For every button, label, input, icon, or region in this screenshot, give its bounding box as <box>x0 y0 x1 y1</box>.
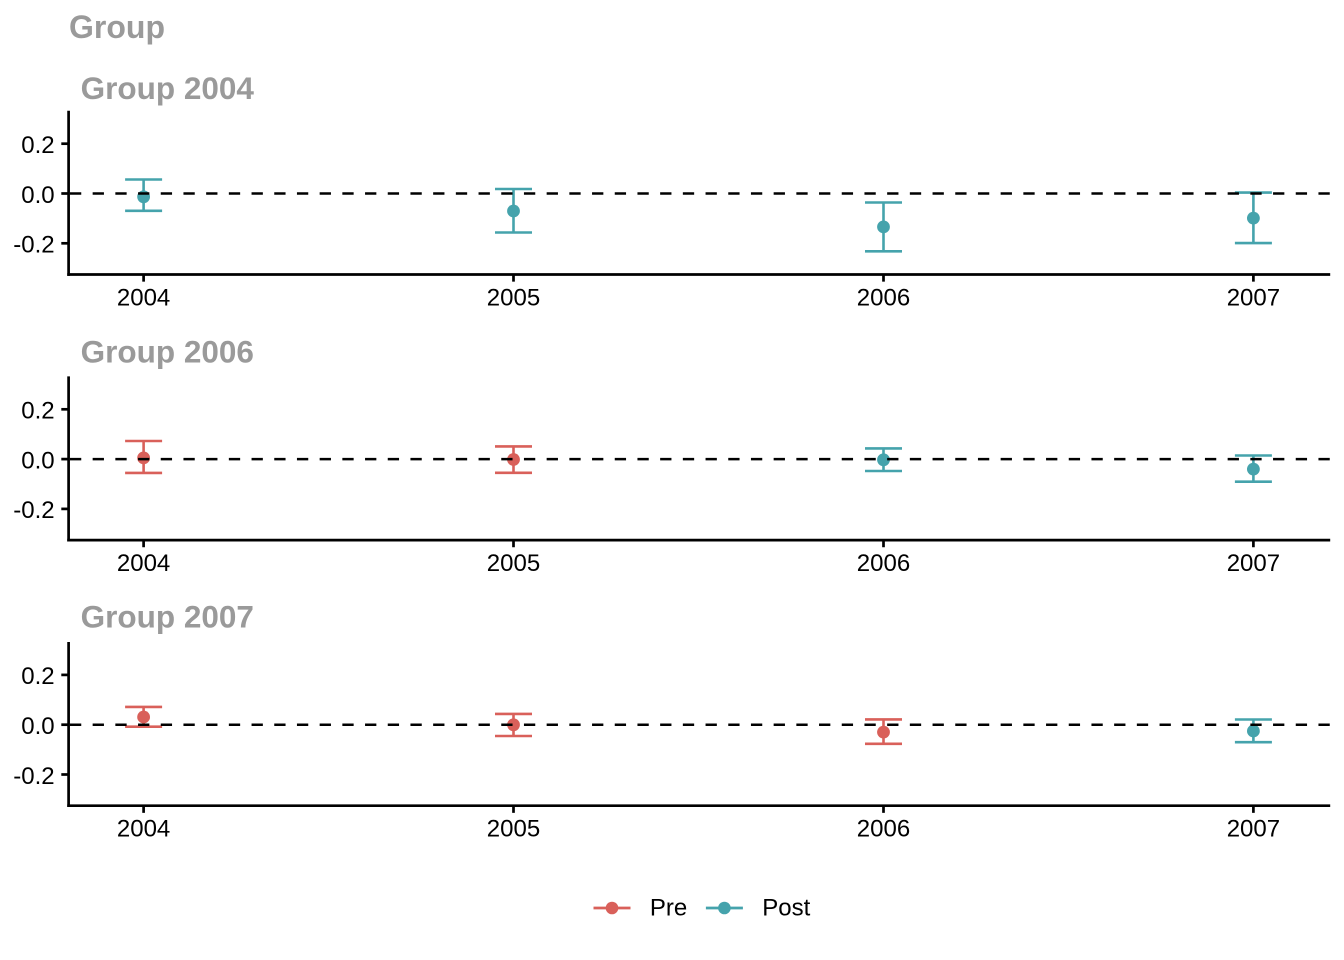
svg-text:2005: 2005 <box>487 816 540 843</box>
svg-text:2006: 2006 <box>857 550 910 577</box>
svg-text:0.2: 0.2 <box>21 398 54 425</box>
svg-text:0.0: 0.0 <box>21 182 54 209</box>
svg-text:-0.2: -0.2 <box>13 497 54 524</box>
svg-text:2007: 2007 <box>1227 550 1280 577</box>
svg-text:2007: 2007 <box>1227 816 1280 843</box>
svg-text:-0.2: -0.2 <box>13 232 54 259</box>
svg-text:Group 2004: Group 2004 <box>81 70 255 106</box>
svg-text:0.0: 0.0 <box>21 713 54 740</box>
svg-text:2006: 2006 <box>857 285 910 312</box>
svg-text:Pre: Pre <box>650 895 687 922</box>
svg-text:0.0: 0.0 <box>21 447 54 474</box>
svg-text:2007: 2007 <box>1227 285 1280 312</box>
svg-text:0.2: 0.2 <box>21 132 54 159</box>
svg-text:Group: Group <box>69 9 165 45</box>
svg-text:2004: 2004 <box>117 285 170 312</box>
svg-text:2004: 2004 <box>117 550 170 577</box>
svg-text:Post: Post <box>762 895 810 922</box>
svg-text:2005: 2005 <box>487 550 540 577</box>
svg-text:Group 2006: Group 2006 <box>81 333 254 369</box>
svg-text:0.2: 0.2 <box>21 663 54 690</box>
svg-text:-0.2: -0.2 <box>13 763 54 790</box>
svg-text:2005: 2005 <box>487 285 540 312</box>
svg-text:2006: 2006 <box>857 816 910 843</box>
svg-text:Group 2007: Group 2007 <box>81 598 254 634</box>
svg-text:2004: 2004 <box>117 816 170 843</box>
